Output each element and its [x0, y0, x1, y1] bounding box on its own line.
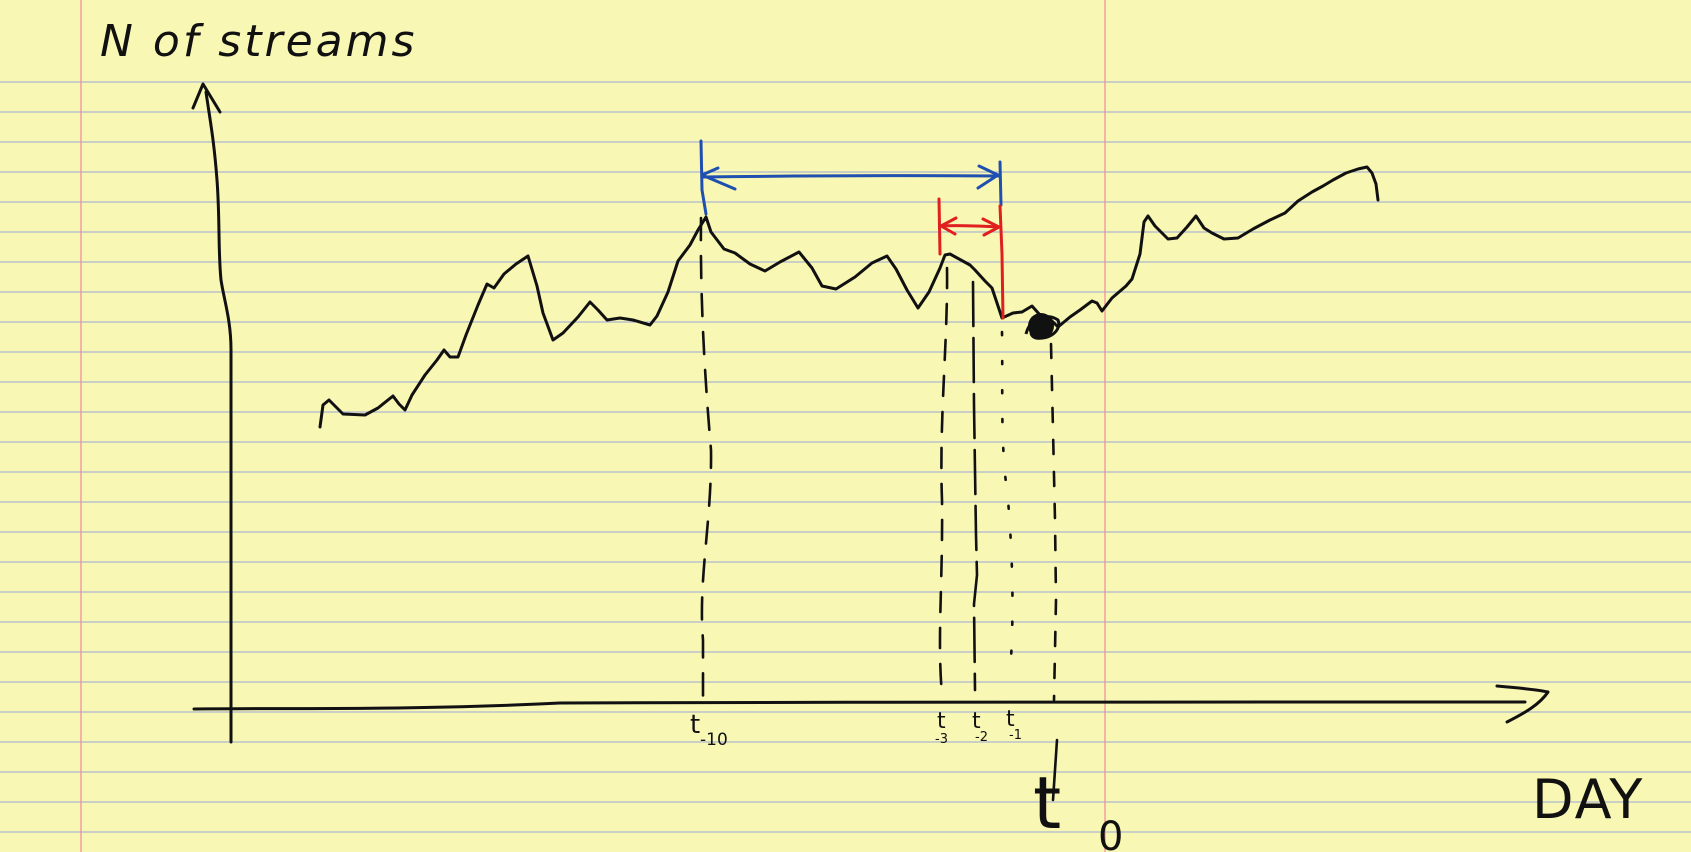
tick-label-t-minus-1-main: t [1006, 707, 1015, 732]
y-axis [204, 90, 233, 744]
tick-label-t-minus-1-sub: -1 [1009, 728, 1022, 743]
tick-label-t-zero-main: t [1033, 761, 1061, 845]
x-axis [192, 700, 1527, 711]
streams-curve [318, 165, 1380, 429]
y-axis-arrowhead [191, 82, 222, 114]
t-zero-tick [1051, 738, 1059, 802]
y-axis-label: N of streams [100, 16, 417, 67]
tick-label-t-minus-3: t -3 [935, 709, 948, 747]
tick-label-t-minus-10-sub: -10 [700, 730, 728, 750]
tick-label-t-minus-3-sub: -3 [935, 732, 948, 747]
guide-line-t-minus-10 [699, 216, 713, 702]
tick-label-t-minus-2: t -2 [972, 709, 988, 745]
blue-window-bracket [699, 139, 1003, 216]
tick-label-t-minus-1: t -1 [1006, 707, 1022, 743]
paper-rule-lines [0, 81, 1691, 833]
tick-label-t-minus-10-main: t [690, 710, 700, 740]
tick-label-t-minus-2-main: t [972, 709, 981, 734]
tick-label-t-zero-sub: 0 [1098, 814, 1123, 852]
guide-line-t-minus-2 [971, 280, 979, 692]
guide-line-t-zero [1049, 342, 1058, 702]
tick-label-t-minus-2-sub: -2 [975, 730, 988, 745]
x-axis-label: DAY [1532, 768, 1644, 831]
tick-label-t-zero: t 0 [1033, 761, 1123, 852]
x-axis-arrowhead [1495, 684, 1550, 724]
tick-label-t-minus-3-main: t [937, 709, 946, 734]
tick-label-t-minus-10: t -10 [690, 710, 728, 750]
current-point-scribble [1024, 313, 1061, 340]
guide-line-t-minus-1 [1000, 330, 1014, 676]
red-window-bracket [937, 197, 1005, 320]
guide-line-t-minus-3 [938, 266, 949, 696]
